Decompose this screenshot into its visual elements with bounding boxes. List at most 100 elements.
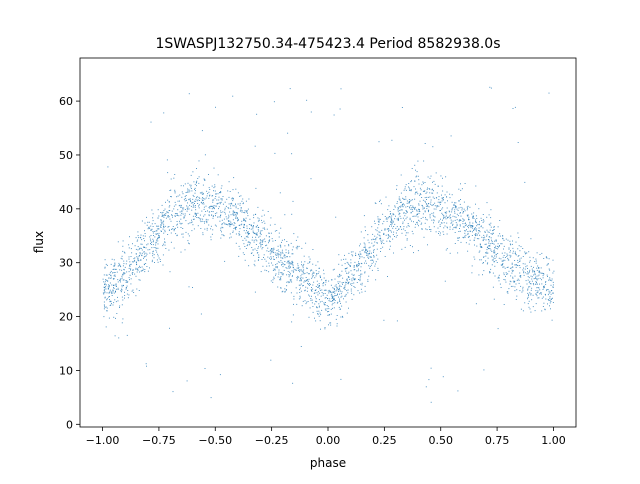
- data-point: [264, 228, 266, 230]
- data-point: [517, 265, 519, 267]
- data-point: [109, 289, 111, 291]
- data-point: [204, 222, 205, 224]
- data-point: [257, 229, 259, 231]
- data-point: [155, 244, 157, 246]
- data-point: [280, 227, 282, 229]
- data-point: [416, 210, 418, 212]
- data-point: [545, 281, 546, 283]
- data-point: [371, 226, 373, 228]
- data-point: [154, 236, 156, 238]
- data-point: [490, 237, 492, 239]
- data-point: [269, 239, 271, 241]
- data-point: [102, 292, 104, 294]
- data-point: [264, 238, 266, 240]
- data-point: [464, 225, 466, 227]
- data-point: [397, 207, 399, 208]
- data-point: [449, 197, 451, 199]
- data-point: [438, 233, 439, 234]
- data-point: [167, 212, 169, 214]
- data-point: [316, 310, 318, 312]
- data-point: [400, 205, 402, 207]
- data-point: [160, 219, 162, 221]
- data-point: [139, 271, 140, 273]
- data-point: [319, 320, 321, 322]
- data-point: [378, 221, 380, 223]
- data-point: [425, 386, 427, 388]
- data-point: [345, 270, 347, 272]
- data-point: [529, 261, 531, 263]
- data-point: [330, 324, 332, 326]
- data-point: [139, 252, 141, 254]
- data-point: [202, 200, 204, 201]
- data-point: [411, 230, 413, 232]
- data-point: [364, 272, 366, 274]
- data-point: [152, 244, 154, 246]
- data-point: [483, 256, 485, 258]
- data-point: [324, 304, 326, 306]
- data-point: [141, 270, 143, 272]
- data-point: [346, 267, 348, 269]
- data-point: [532, 271, 534, 273]
- data-point: [278, 232, 280, 234]
- data-point: [201, 191, 203, 193]
- data-point: [117, 289, 119, 290]
- data-point: [388, 229, 390, 231]
- data-point: [517, 232, 519, 234]
- data-point: [479, 250, 481, 252]
- data-point: [356, 264, 358, 265]
- data-point: [299, 280, 301, 282]
- data-point: [504, 267, 506, 269]
- data-point: [150, 244, 152, 245]
- data-point: [446, 248, 448, 250]
- data-point: [433, 212, 435, 214]
- data-point: [238, 233, 240, 235]
- data-point: [315, 300, 317, 302]
- data-point: [152, 217, 154, 219]
- data-point: [233, 222, 235, 224]
- data-point: [494, 275, 496, 277]
- data-point: [484, 230, 486, 232]
- data-point: [390, 213, 392, 214]
- data-point: [109, 291, 111, 293]
- data-point: [330, 322, 332, 324]
- data-point: [170, 189, 172, 191]
- data-point: [364, 262, 365, 264]
- data-point: [221, 231, 222, 233]
- data-point: [186, 207, 188, 209]
- data-point: [164, 208, 166, 210]
- data-point: [237, 192, 239, 194]
- data-point: [298, 266, 300, 268]
- data-point: [174, 215, 176, 217]
- data-point: [516, 279, 518, 281]
- data-point: [401, 248, 403, 250]
- data-point: [392, 227, 394, 229]
- data-point: [327, 314, 329, 316]
- data-point: [268, 240, 270, 241]
- data-point: [107, 286, 109, 288]
- data-point: [179, 200, 180, 202]
- data-point: [235, 214, 237, 216]
- data-point: [145, 363, 147, 365]
- data-point: [422, 181, 424, 183]
- data-point: [286, 285, 288, 287]
- data-point: [268, 271, 270, 273]
- data-point: [348, 281, 350, 283]
- data-point: [231, 224, 233, 226]
- data-point: [493, 229, 495, 230]
- data-point: [280, 257, 282, 259]
- data-point: [128, 294, 130, 296]
- data-point: [208, 187, 210, 189]
- data-point: [213, 206, 215, 208]
- data-point: [442, 190, 444, 192]
- data-point: [459, 203, 461, 205]
- data-point: [416, 171, 418, 173]
- data-point: [446, 191, 448, 193]
- data-point: [316, 273, 318, 275]
- data-point: [340, 293, 342, 295]
- data-point: [230, 236, 232, 238]
- data-point: [308, 294, 310, 296]
- data-point: [220, 198, 222, 200]
- data-point: [410, 205, 412, 206]
- data-point: [215, 225, 217, 227]
- data-point: [213, 187, 215, 189]
